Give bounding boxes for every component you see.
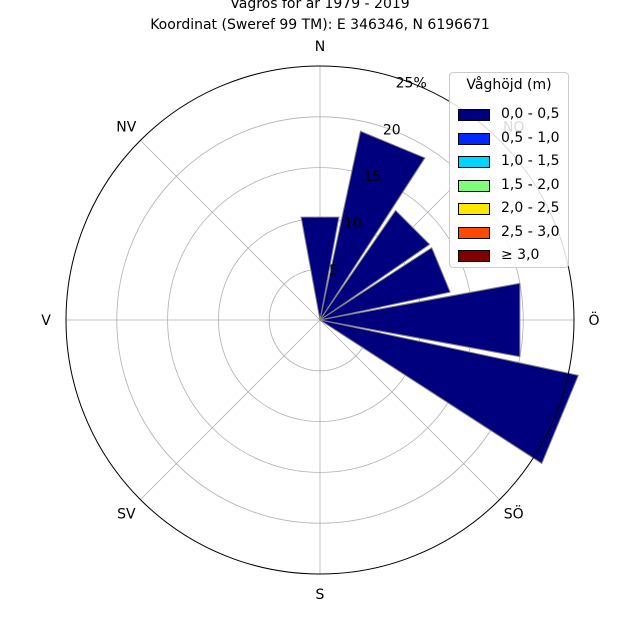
direction-label: Ö <box>588 311 599 329</box>
legend-label: ≥ 3,0 <box>501 247 540 263</box>
radial-tick-label: 10 <box>344 216 362 232</box>
direction-label: SÖ <box>504 505 524 523</box>
radial-gridline <box>140 319 321 500</box>
sector-bar <box>319 130 426 321</box>
sector-bar <box>319 209 431 321</box>
legend-swatch <box>458 203 490 215</box>
legend-label: 0,5 - 1,0 <box>501 129 560 146</box>
legend-swatch <box>458 226 490 239</box>
radial-tick-label: 5 <box>329 263 338 279</box>
legend-label: 1,0 - 1,5 <box>501 153 560 169</box>
legend-swatch <box>458 250 490 262</box>
sector-bar <box>319 246 451 321</box>
legend-label: 2,0 - 2,5 <box>501 200 560 216</box>
direction-label: V <box>41 313 51 329</box>
radial-gridline <box>319 319 500 500</box>
radial-tick-label: 15 <box>363 169 381 185</box>
direction-label: NV <box>116 119 136 135</box>
sector-bar <box>319 319 579 465</box>
radial-tick-label: 25% <box>396 75 427 91</box>
legend-title: Våghöjd (m) <box>466 77 552 93</box>
legend-label: 1,5 - 2,0 <box>501 176 560 193</box>
circular-gridline <box>116 116 524 524</box>
legend: Våghöjd (m) 0,0 - 0,5 0,5 - 1,0 1,0 - 1,5 1… <box>449 72 569 268</box>
legend-swatch <box>458 179 490 192</box>
sector-bar <box>319 282 521 358</box>
chart-title: Vågros för år 1979 - 2019 <box>230 0 410 12</box>
outer-ring <box>65 65 575 575</box>
sector-bars <box>300 130 579 465</box>
sector-bar <box>300 216 340 321</box>
radial-gridline <box>140 140 321 321</box>
legend-swatch <box>458 109 490 121</box>
direction-label: S <box>316 587 325 603</box>
legend-label: 0,0 - 0,5 <box>501 106 560 122</box>
radial-tick-label: 20 <box>383 122 401 138</box>
direction-label: N <box>315 39 325 55</box>
legend-swatch <box>458 132 490 145</box>
direction-label: SV <box>117 507 136 523</box>
legend-swatch <box>458 156 490 168</box>
chart-subtitle: Koordinat (Sweref 99 TM): E 346346, N 61… <box>150 17 490 33</box>
legend-label: 2,5 - 3,0 <box>501 223 560 240</box>
